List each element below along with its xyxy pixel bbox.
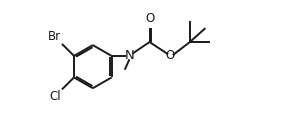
Text: N: N [125, 49, 134, 62]
Text: O: O [145, 12, 154, 25]
Text: O: O [165, 49, 174, 62]
Text: Br: Br [48, 30, 61, 43]
Text: Cl: Cl [49, 90, 61, 103]
